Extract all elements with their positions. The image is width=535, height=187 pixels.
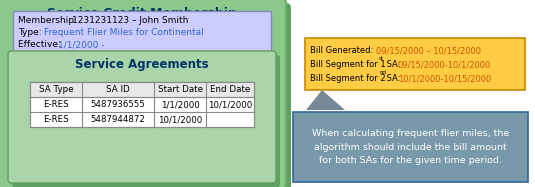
Text: Bill Generated:: Bill Generated: (310, 46, 376, 55)
Text: When calculating frequent flier miles, the
algorithm should include the bill amo: When calculating frequent flier miles, t… (312, 129, 509, 165)
Text: 1231231123 – John Smith: 1231231123 – John Smith (72, 16, 188, 25)
Text: Frequent Flier Miles for Continental: Frequent Flier Miles for Continental (44, 28, 204, 37)
Bar (13, 11, 271, 51)
Text: Membership:: Membership: (18, 16, 80, 25)
Text: Effective:: Effective: (18, 40, 64, 49)
Text: 1/1/2000: 1/1/2000 (160, 100, 200, 109)
Text: st: st (379, 56, 384, 61)
Text: nd: nd (379, 70, 386, 75)
Text: E-RES: E-RES (43, 100, 69, 109)
Text: SA:: SA: (384, 74, 403, 83)
FancyBboxPatch shape (3, 3, 291, 187)
Text: Start Date: Start Date (157, 85, 203, 94)
Text: Service Agreements: Service Agreements (75, 58, 209, 71)
Text: 10/1/2000: 10/1/2000 (158, 115, 202, 124)
Text: End Date: End Date (210, 85, 250, 94)
Text: 09/15/2000 – 10/15/2000: 09/15/2000 – 10/15/2000 (376, 46, 481, 55)
Text: E-RES: E-RES (43, 115, 69, 124)
Bar (305, 38, 525, 90)
Text: 5487936555: 5487936555 (90, 100, 146, 109)
Text: 1/1/2000 -: 1/1/2000 - (58, 40, 104, 49)
Text: 10/1/2000: 10/1/2000 (208, 100, 252, 109)
Text: 09/15/2000-10/1/2000: 09/15/2000-10/1/2000 (398, 60, 491, 69)
Text: Service Credit Membership: Service Credit Membership (47, 7, 237, 20)
Polygon shape (306, 90, 345, 110)
Text: Type:: Type: (18, 28, 44, 37)
Bar (30, 82, 254, 127)
Text: SA Type: SA Type (39, 85, 73, 94)
Text: SA:: SA: (384, 60, 403, 69)
FancyBboxPatch shape (8, 51, 276, 183)
Bar (293, 112, 528, 182)
Text: 5487944872: 5487944872 (90, 115, 146, 124)
Text: Bill Segment for 1: Bill Segment for 1 (310, 60, 386, 69)
FancyBboxPatch shape (12, 55, 280, 187)
FancyBboxPatch shape (0, 0, 286, 187)
Bar (30, 82, 254, 97)
Text: SA ID: SA ID (106, 85, 130, 94)
Text: Bill Segment for 2: Bill Segment for 2 (310, 74, 386, 83)
Text: 10/1/2000-10/15/2000: 10/1/2000-10/15/2000 (398, 74, 491, 83)
